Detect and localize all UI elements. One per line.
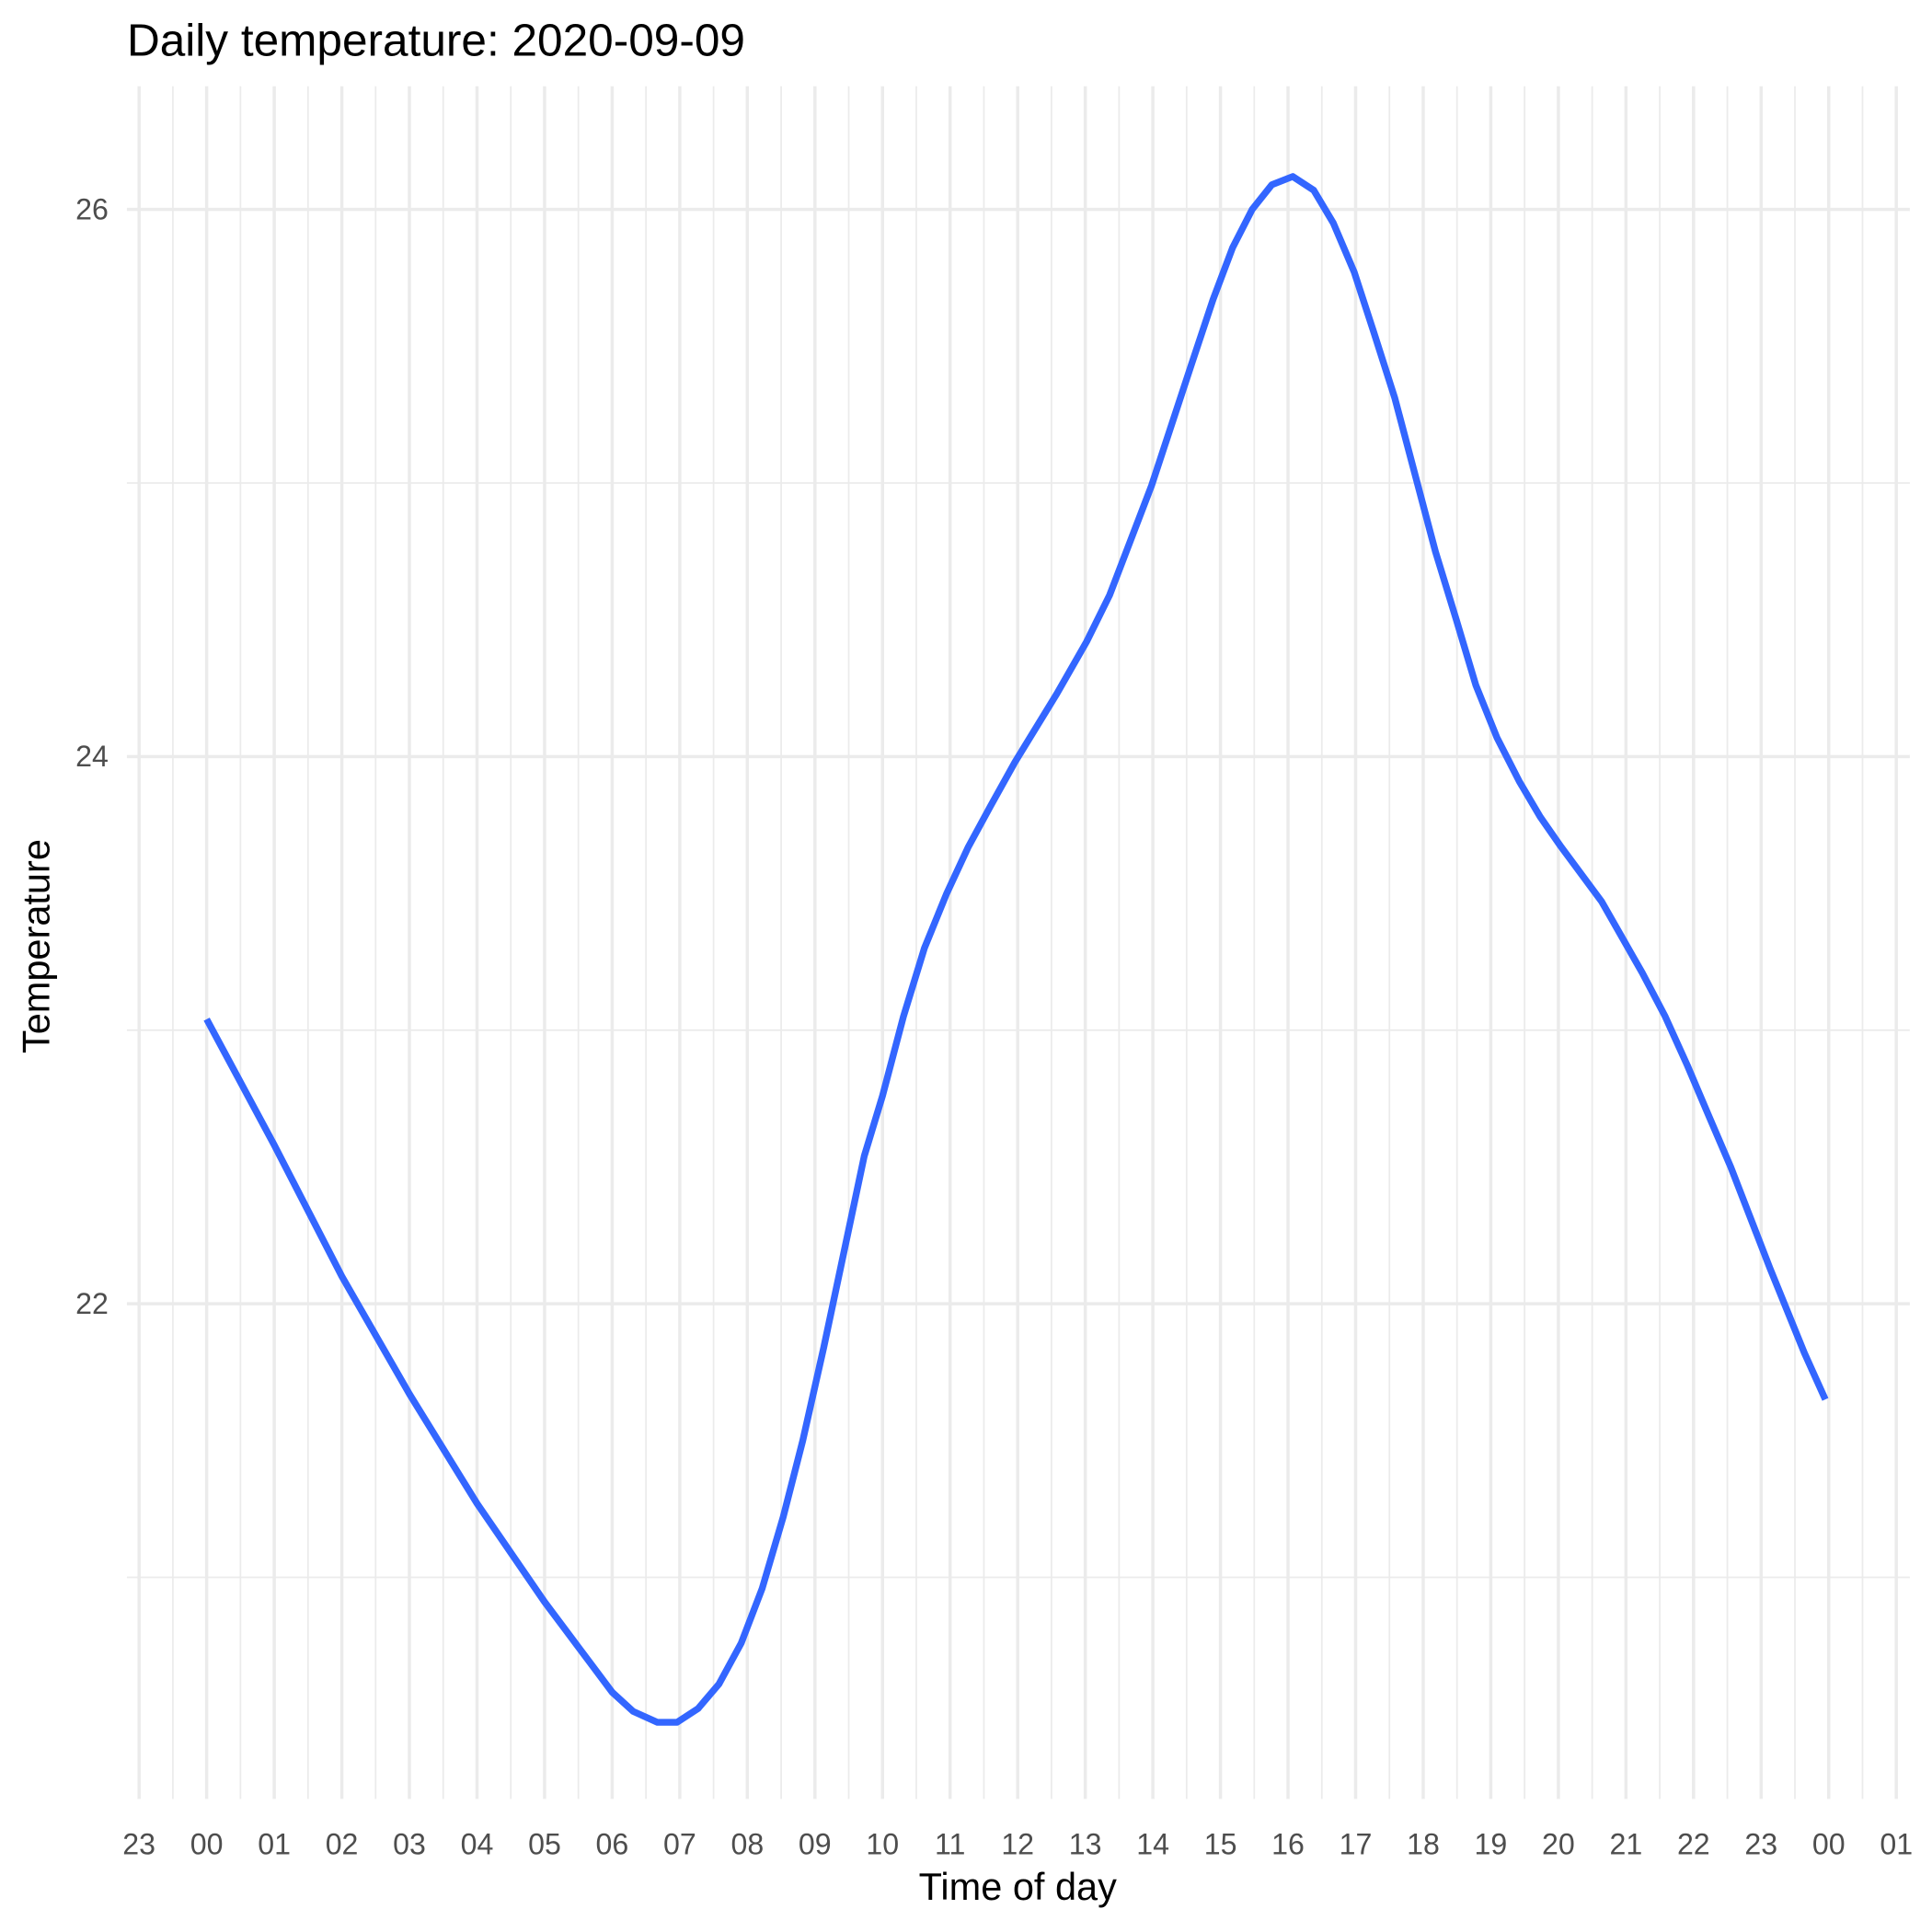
x-tick-label: 23 — [1744, 1828, 1777, 1861]
plot-area — [203, 173, 1829, 1726]
y-tick-label: 24 — [75, 740, 109, 773]
x-tick-label: 05 — [528, 1828, 561, 1861]
y-tick-label: 22 — [75, 1287, 109, 1320]
x-tick-label: 00 — [1812, 1828, 1846, 1861]
x-tick-label: 13 — [1069, 1828, 1102, 1861]
grid — [126, 86, 1910, 1800]
x-tick-label: 12 — [1001, 1828, 1034, 1861]
x-tick-label: 03 — [393, 1828, 426, 1861]
x-tick-label: 10 — [866, 1828, 899, 1861]
x-tick-label: 11 — [935, 1828, 965, 1861]
x-tick-label: 19 — [1475, 1828, 1508, 1861]
x-tick-label: 17 — [1340, 1828, 1373, 1861]
x-tick-label: 06 — [596, 1828, 629, 1861]
x-tick-label: 01 — [1880, 1828, 1913, 1861]
x-tick-label: 00 — [190, 1828, 224, 1861]
x-tick-label: 15 — [1204, 1828, 1237, 1861]
x-tick-label: 22 — [1677, 1828, 1710, 1861]
x-axis-title: Time of day — [919, 1865, 1118, 1908]
x-tick-label: 23 — [122, 1828, 155, 1861]
x-tick-label: 07 — [663, 1828, 696, 1861]
x-tick-label: 04 — [461, 1828, 494, 1861]
x-tick-label: 01 — [258, 1828, 291, 1861]
line — [203, 173, 1829, 1726]
x-tick-label: 08 — [730, 1828, 764, 1861]
chart-title: Daily temperature: 2020-09-09 — [127, 14, 745, 65]
x-tick-label: 18 — [1407, 1828, 1440, 1861]
x-tick-label: 02 — [326, 1828, 359, 1861]
x-tick-label: 16 — [1271, 1828, 1305, 1861]
y-tick-label: 26 — [75, 192, 109, 225]
x-tick-label: 21 — [1609, 1828, 1642, 1861]
x-tick-label: 09 — [799, 1828, 832, 1861]
x-tick-label: 14 — [1136, 1828, 1169, 1861]
y-axis-title: Temperature — [15, 839, 58, 1053]
x-tick-label: 20 — [1542, 1828, 1575, 1861]
